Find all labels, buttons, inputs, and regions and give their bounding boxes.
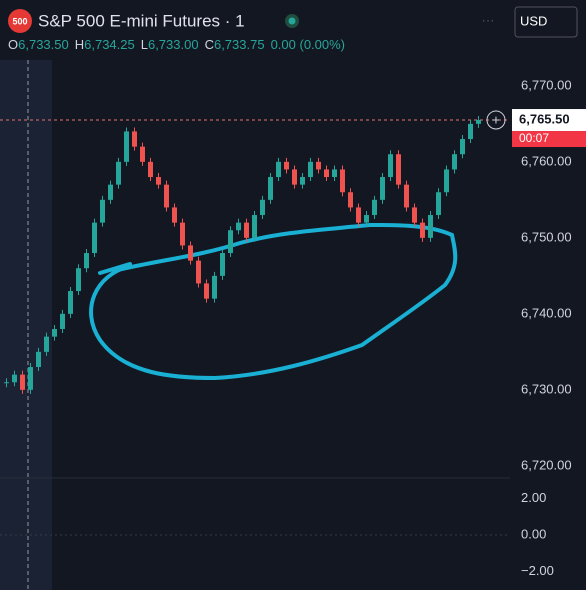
- candle: [4, 382, 9, 384]
- candle: [468, 123, 473, 140]
- badge-text: 500: [12, 16, 27, 26]
- candle: [108, 184, 113, 200]
- candle: [436, 192, 441, 216]
- candle: [132, 131, 137, 147]
- candle: [260, 199, 265, 216]
- currency[interactable]: USD: [520, 13, 547, 28]
- candle: [452, 154, 457, 170]
- candle: [180, 222, 185, 246]
- osc-tick-label: −2.00: [521, 563, 554, 578]
- hand-drawn-ellipse: [89, 222, 458, 381]
- candle: [380, 177, 385, 200]
- more[interactable]: ···: [482, 12, 495, 27]
- ohlc-key: O: [8, 37, 18, 52]
- candle: [396, 154, 401, 185]
- ohlc-key: C: [205, 37, 214, 52]
- session-shade: [0, 60, 52, 590]
- candle: [276, 161, 281, 178]
- countdown: 00:07: [519, 131, 549, 145]
- candle: [348, 192, 353, 208]
- candle: [460, 139, 465, 155]
- candle: [148, 161, 153, 178]
- plus: +: [492, 112, 500, 128]
- candle: [76, 268, 81, 292]
- candle: [236, 222, 241, 231]
- status-dot: [288, 17, 296, 25]
- candle: [372, 199, 377, 216]
- ohlc-value: 6,733.75: [214, 37, 265, 52]
- candle: [52, 329, 57, 337]
- ohlc-value: 6,733.00: [148, 37, 199, 52]
- candle: [12, 374, 17, 383]
- candle: [100, 199, 105, 223]
- candle: [188, 245, 193, 261]
- candle: [28, 367, 33, 390]
- candle: [220, 253, 225, 276]
- symbol-title[interactable]: S&P 500 E-mini Futures · 1: [38, 11, 245, 30]
- last-price-label: 6,765.50: [519, 111, 570, 126]
- candle: [284, 161, 289, 170]
- candle: [316, 161, 321, 170]
- candle: [364, 215, 369, 223]
- ohlc-text: O6,733.50 H6,734.25 L6,733.00 C6,733.75 0.00…: [8, 37, 345, 52]
- candle: [428, 215, 433, 238]
- osc-tick-label: 0.00: [521, 526, 546, 541]
- osc-tick-label: 2.00: [521, 490, 546, 505]
- ohlc-value: 6,734.25: [84, 37, 135, 52]
- candle: [252, 215, 257, 238]
- price-tick-label: 6,760.00: [521, 153, 572, 168]
- candle: [140, 146, 145, 162]
- candle: [324, 169, 329, 178]
- candle: [116, 161, 121, 185]
- price-tick-label: 6,750.00: [521, 229, 572, 244]
- candle: [420, 222, 425, 238]
- candle: [84, 253, 89, 269]
- crosshair-plus: [486, 110, 506, 130]
- candle: [20, 374, 25, 390]
- candle: [340, 169, 345, 193]
- candle: [404, 184, 409, 208]
- ohlc-legend: O6,733.50 H6,734.25 L6,733.00 C6,733.75 0.00…: [8, 37, 345, 52]
- candle: [476, 120, 481, 124]
- candle: [60, 313, 65, 330]
- ohlc-key: L: [141, 37, 148, 52]
- candle: [204, 283, 209, 299]
- candle: [92, 222, 97, 254]
- candle: [388, 154, 393, 178]
- price-tick-label: 6,730.00: [521, 381, 572, 396]
- candle: [332, 169, 337, 178]
- currency-button[interactable]: [514, 6, 578, 38]
- price-tick-label: 6,770.00: [521, 77, 572, 92]
- price-tick-label: 6,720.00: [521, 457, 572, 472]
- candle: [300, 177, 305, 185]
- symbol-badge: [8, 9, 32, 33]
- candle: [196, 260, 201, 284]
- candle: [228, 230, 233, 254]
- countdown-box: [512, 131, 586, 148]
- candle: [156, 177, 161, 185]
- candle: [164, 184, 169, 208]
- candle: [36, 351, 41, 368]
- ohlc-key: H: [75, 37, 84, 52]
- candle: [68, 291, 73, 314]
- candle: [124, 131, 129, 162]
- ohlc-change: 0.00 (0.00%): [271, 37, 345, 52]
- candle: [212, 275, 217, 299]
- candle: [356, 207, 361, 223]
- ohlc-value: 6,733.50: [18, 37, 69, 52]
- candle: [244, 222, 249, 238]
- candle: [444, 169, 449, 193]
- price-tick-label: 6,740.00: [521, 305, 572, 320]
- candle: [412, 207, 417, 223]
- candle: [308, 161, 313, 178]
- candle: [292, 169, 297, 185]
- candle: [172, 207, 177, 223]
- candle: [268, 177, 273, 200]
- candle: [44, 336, 49, 352]
- last-price-box: [512, 109, 586, 132]
